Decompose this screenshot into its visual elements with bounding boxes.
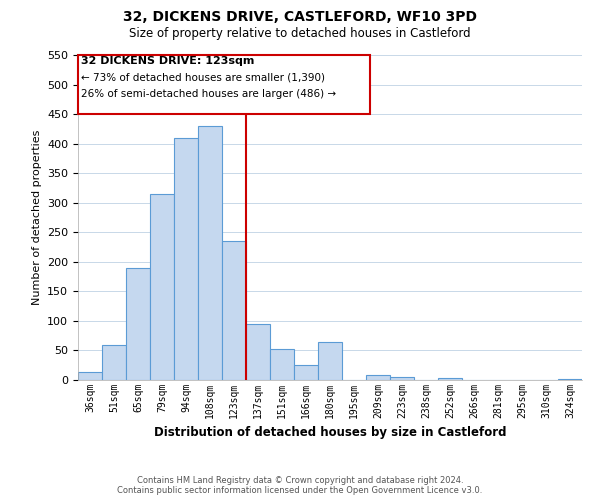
FancyBboxPatch shape <box>78 55 370 114</box>
Text: Contains HM Land Registry data © Crown copyright and database right 2024.
Contai: Contains HM Land Registry data © Crown c… <box>118 476 482 495</box>
Bar <box>318 342 342 380</box>
Bar <box>294 365 318 380</box>
Y-axis label: Number of detached properties: Number of detached properties <box>32 130 41 305</box>
Bar <box>438 378 462 380</box>
Bar <box>390 377 414 380</box>
Bar <box>270 350 294 380</box>
Bar <box>198 126 222 380</box>
Text: 26% of semi-detached houses are larger (486) →: 26% of semi-detached houses are larger (… <box>80 89 335 99</box>
Bar <box>174 138 198 380</box>
Text: ← 73% of detached houses are smaller (1,390): ← 73% of detached houses are smaller (1,… <box>80 73 325 83</box>
Bar <box>558 379 582 380</box>
Bar <box>366 376 390 380</box>
Bar <box>150 194 174 380</box>
Bar <box>222 241 246 380</box>
Bar <box>126 268 150 380</box>
Bar <box>246 324 270 380</box>
Text: 32 DICKENS DRIVE: 123sqm: 32 DICKENS DRIVE: 123sqm <box>80 56 254 66</box>
Bar <box>102 344 126 380</box>
Text: 32, DICKENS DRIVE, CASTLEFORD, WF10 3PD: 32, DICKENS DRIVE, CASTLEFORD, WF10 3PD <box>123 10 477 24</box>
X-axis label: Distribution of detached houses by size in Castleford: Distribution of detached houses by size … <box>154 426 506 440</box>
Bar <box>78 372 102 380</box>
Text: Size of property relative to detached houses in Castleford: Size of property relative to detached ho… <box>129 28 471 40</box>
